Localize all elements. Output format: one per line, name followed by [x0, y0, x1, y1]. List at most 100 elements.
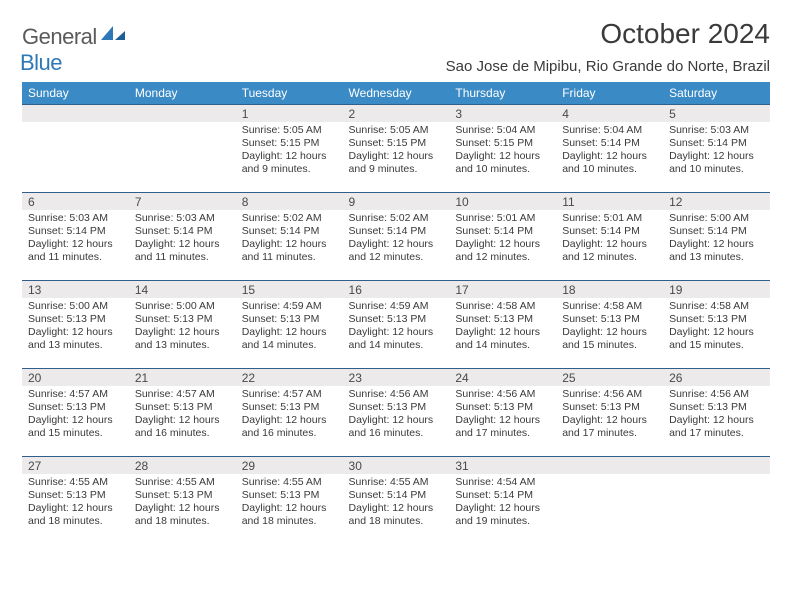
sunrise-line: Sunrise: 4:59 AM: [349, 300, 444, 313]
sunset-line: Sunset: 5:15 PM: [455, 137, 550, 150]
month-title: October 2024: [446, 18, 770, 50]
calendar-cell: 18Sunrise: 4:58 AMSunset: 5:13 PMDayligh…: [556, 280, 663, 368]
sunset-line: Sunset: 5:14 PM: [455, 489, 550, 502]
sunset-line: Sunset: 5:13 PM: [349, 313, 444, 326]
day-details: Sunrise: 5:04 AMSunset: 5:15 PMDaylight:…: [449, 122, 556, 181]
day-details: Sunrise: 4:58 AMSunset: 5:13 PMDaylight:…: [663, 298, 770, 357]
day-number: 22: [236, 368, 343, 386]
calendar-cell: 7Sunrise: 5:03 AMSunset: 5:14 PMDaylight…: [129, 192, 236, 280]
sunset-line: Sunset: 5:14 PM: [562, 137, 657, 150]
weekday-header: Tuesday: [236, 82, 343, 104]
calendar-week-row: 13Sunrise: 5:00 AMSunset: 5:13 PMDayligh…: [22, 280, 770, 368]
sunset-line: Sunset: 5:13 PM: [135, 313, 230, 326]
daylight-line: Daylight: 12 hours and 18 minutes.: [28, 502, 123, 528]
calendar-cell: 12Sunrise: 5:00 AMSunset: 5:14 PMDayligh…: [663, 192, 770, 280]
sunrise-line: Sunrise: 4:58 AM: [455, 300, 550, 313]
daylight-line: Daylight: 12 hours and 17 minutes.: [562, 414, 657, 440]
daylight-line: Daylight: 12 hours and 12 minutes.: [455, 238, 550, 264]
day-details: Sunrise: 4:55 AMSunset: 5:13 PMDaylight:…: [236, 474, 343, 533]
sunset-line: Sunset: 5:13 PM: [28, 489, 123, 502]
sunrise-line: Sunrise: 4:56 AM: [669, 388, 764, 401]
day-details: Sunrise: 5:02 AMSunset: 5:14 PMDaylight:…: [236, 210, 343, 269]
logo-text-general: General: [22, 24, 97, 49]
day-details: Sunrise: 5:00 AMSunset: 5:14 PMDaylight:…: [663, 210, 770, 269]
day-details: Sunrise: 4:59 AMSunset: 5:13 PMDaylight:…: [343, 298, 450, 357]
daylight-line: Daylight: 12 hours and 15 minutes.: [28, 414, 123, 440]
day-details: Sunrise: 5:01 AMSunset: 5:14 PMDaylight:…: [556, 210, 663, 269]
sunset-line: Sunset: 5:14 PM: [135, 225, 230, 238]
sunrise-line: Sunrise: 5:03 AM: [135, 212, 230, 225]
day-number: 20: [22, 368, 129, 386]
daylight-line: Daylight: 12 hours and 9 minutes.: [349, 150, 444, 176]
day-number: 21: [129, 368, 236, 386]
day-number: 9: [343, 192, 450, 210]
day-number: 27: [22, 456, 129, 474]
day-details: [556, 474, 663, 480]
sunrise-line: Sunrise: 4:58 AM: [562, 300, 657, 313]
sunset-line: Sunset: 5:14 PM: [562, 225, 657, 238]
sunrise-line: Sunrise: 5:04 AM: [455, 124, 550, 137]
day-details: [663, 474, 770, 480]
daylight-line: Daylight: 12 hours and 12 minutes.: [349, 238, 444, 264]
calendar-cell: 31Sunrise: 4:54 AMSunset: 5:14 PMDayligh…: [449, 456, 556, 544]
weekday-header: Monday: [129, 82, 236, 104]
sunrise-line: Sunrise: 5:05 AM: [242, 124, 337, 137]
calendar-cell: [129, 104, 236, 192]
daylight-line: Daylight: 12 hours and 14 minutes.: [242, 326, 337, 352]
day-details: [129, 122, 236, 128]
day-number: 19: [663, 280, 770, 298]
sunrise-line: Sunrise: 4:56 AM: [349, 388, 444, 401]
daylight-line: Daylight: 12 hours and 14 minutes.: [349, 326, 444, 352]
daylight-line: Daylight: 12 hours and 18 minutes.: [349, 502, 444, 528]
weekday-header: Thursday: [449, 82, 556, 104]
daylight-line: Daylight: 12 hours and 18 minutes.: [135, 502, 230, 528]
sunset-line: Sunset: 5:13 PM: [242, 489, 337, 502]
day-number: 30: [343, 456, 450, 474]
calendar-cell: 26Sunrise: 4:56 AMSunset: 5:13 PMDayligh…: [663, 368, 770, 456]
day-number: 1: [236, 104, 343, 122]
day-details: Sunrise: 5:03 AMSunset: 5:14 PMDaylight:…: [663, 122, 770, 181]
calendar-cell: [556, 456, 663, 544]
calendar-cell: 13Sunrise: 5:00 AMSunset: 5:13 PMDayligh…: [22, 280, 129, 368]
day-details: Sunrise: 4:55 AMSunset: 5:13 PMDaylight:…: [129, 474, 236, 533]
day-details: Sunrise: 5:04 AMSunset: 5:14 PMDaylight:…: [556, 122, 663, 181]
sunset-line: Sunset: 5:13 PM: [669, 401, 764, 414]
day-number: 31: [449, 456, 556, 474]
location-subtitle: Sao Jose de Mipibu, Rio Grande do Norte,…: [446, 58, 770, 75]
daylight-line: Daylight: 12 hours and 17 minutes.: [669, 414, 764, 440]
daylight-line: Daylight: 12 hours and 11 minutes.: [135, 238, 230, 264]
sunrise-line: Sunrise: 4:57 AM: [135, 388, 230, 401]
day-number: 8: [236, 192, 343, 210]
sunrise-line: Sunrise: 5:03 AM: [28, 212, 123, 225]
weekday-header: Saturday: [663, 82, 770, 104]
day-details: Sunrise: 4:54 AMSunset: 5:14 PMDaylight:…: [449, 474, 556, 533]
day-details: Sunrise: 4:56 AMSunset: 5:13 PMDaylight:…: [449, 386, 556, 445]
day-details: Sunrise: 4:58 AMSunset: 5:13 PMDaylight:…: [449, 298, 556, 357]
sunrise-line: Sunrise: 4:56 AM: [562, 388, 657, 401]
day-number: 16: [343, 280, 450, 298]
day-number: 3: [449, 104, 556, 122]
calendar-cell: 1 Sunrise: 5:05 AMSunset: 5:15 PMDaylight…: [236, 104, 343, 192]
calendar-cell: 6Sunrise: 5:03 AMSunset: 5:14 PMDaylight…: [22, 192, 129, 280]
daylight-line: Daylight: 12 hours and 10 minutes.: [562, 150, 657, 176]
sunrise-line: Sunrise: 5:03 AM: [669, 124, 764, 137]
sunrise-line: Sunrise: 4:55 AM: [28, 476, 123, 489]
calendar-cell: 21Sunrise: 4:57 AMSunset: 5:13 PMDayligh…: [129, 368, 236, 456]
calendar-cell: 5Sunrise: 5:03 AMSunset: 5:14 PMDaylight…: [663, 104, 770, 192]
day-details: Sunrise: 4:55 AMSunset: 5:14 PMDaylight:…: [343, 474, 450, 533]
day-number: 4: [556, 104, 663, 122]
daylight-line: Daylight: 12 hours and 19 minutes.: [455, 502, 550, 528]
sunset-line: Sunset: 5:13 PM: [28, 313, 123, 326]
sunrise-line: Sunrise: 5:04 AM: [562, 124, 657, 137]
sunrise-line: Sunrise: 5:01 AM: [562, 212, 657, 225]
calendar-cell: 17Sunrise: 4:58 AMSunset: 5:13 PMDayligh…: [449, 280, 556, 368]
calendar-cell: 20Sunrise: 4:57 AMSunset: 5:13 PMDayligh…: [22, 368, 129, 456]
sunrise-line: Sunrise: 4:58 AM: [669, 300, 764, 313]
sunset-line: Sunset: 5:14 PM: [669, 137, 764, 150]
day-details: Sunrise: 4:56 AMSunset: 5:13 PMDaylight:…: [343, 386, 450, 445]
sunset-line: Sunset: 5:15 PM: [242, 137, 337, 150]
calendar-cell: [22, 104, 129, 192]
daylight-line: Daylight: 12 hours and 13 minutes.: [669, 238, 764, 264]
sunset-line: Sunset: 5:14 PM: [455, 225, 550, 238]
daylight-line: Daylight: 12 hours and 9 minutes.: [242, 150, 337, 176]
